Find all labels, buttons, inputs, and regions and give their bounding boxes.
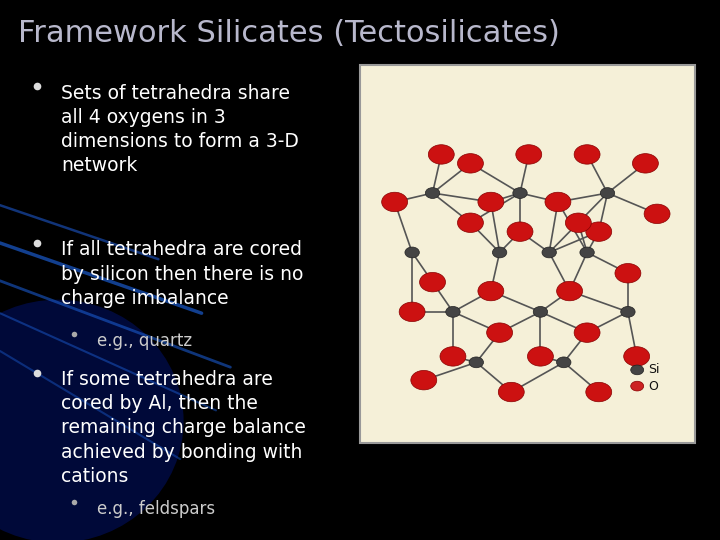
Ellipse shape bbox=[0, 300, 184, 540]
Circle shape bbox=[632, 154, 658, 173]
Circle shape bbox=[405, 247, 419, 258]
Circle shape bbox=[644, 204, 670, 224]
Circle shape bbox=[516, 145, 541, 164]
Circle shape bbox=[513, 188, 527, 198]
FancyBboxPatch shape bbox=[360, 65, 695, 443]
Circle shape bbox=[399, 302, 425, 321]
Circle shape bbox=[457, 213, 483, 232]
Circle shape bbox=[600, 188, 615, 198]
Circle shape bbox=[428, 145, 454, 164]
Circle shape bbox=[557, 357, 571, 368]
Circle shape bbox=[498, 382, 524, 402]
Circle shape bbox=[586, 222, 612, 241]
Circle shape bbox=[631, 381, 644, 391]
Circle shape bbox=[446, 306, 460, 317]
Circle shape bbox=[420, 273, 446, 292]
Circle shape bbox=[545, 192, 571, 212]
Circle shape bbox=[557, 281, 582, 301]
Circle shape bbox=[487, 323, 513, 342]
Circle shape bbox=[478, 192, 504, 212]
Text: Framework Silicates (Tectosilicates): Framework Silicates (Tectosilicates) bbox=[18, 19, 560, 48]
Text: Sets of tetrahedra share
all 4 oxygens in 3
dimensions to form a 3-D
network: Sets of tetrahedra share all 4 oxygens i… bbox=[61, 84, 299, 176]
Circle shape bbox=[411, 370, 437, 390]
Circle shape bbox=[534, 306, 548, 317]
Circle shape bbox=[440, 347, 466, 366]
Circle shape bbox=[469, 357, 484, 368]
Circle shape bbox=[542, 247, 557, 258]
Text: e.g., quartz: e.g., quartz bbox=[97, 332, 192, 350]
Circle shape bbox=[565, 213, 591, 232]
Circle shape bbox=[574, 323, 600, 342]
Circle shape bbox=[574, 145, 600, 164]
Circle shape bbox=[478, 281, 504, 301]
Circle shape bbox=[507, 222, 533, 241]
Text: Si: Si bbox=[648, 363, 660, 376]
Circle shape bbox=[528, 347, 554, 366]
Circle shape bbox=[621, 306, 635, 317]
Circle shape bbox=[382, 192, 408, 212]
Text: e.g., feldspars: e.g., feldspars bbox=[97, 500, 215, 517]
Circle shape bbox=[457, 154, 483, 173]
Circle shape bbox=[631, 365, 644, 375]
Text: If some tetrahedra are
cored by Al, then the
remaining charge balance
achieved b: If some tetrahedra are cored by Al, then… bbox=[61, 370, 306, 486]
Circle shape bbox=[586, 382, 612, 402]
Circle shape bbox=[492, 247, 507, 258]
Circle shape bbox=[580, 247, 594, 258]
Circle shape bbox=[624, 347, 649, 366]
Text: If all tetrahedra are cored
by silicon then there is no
charge imbalance: If all tetrahedra are cored by silicon t… bbox=[61, 240, 304, 308]
Text: O: O bbox=[648, 380, 658, 393]
Circle shape bbox=[426, 188, 440, 198]
Circle shape bbox=[615, 264, 641, 283]
